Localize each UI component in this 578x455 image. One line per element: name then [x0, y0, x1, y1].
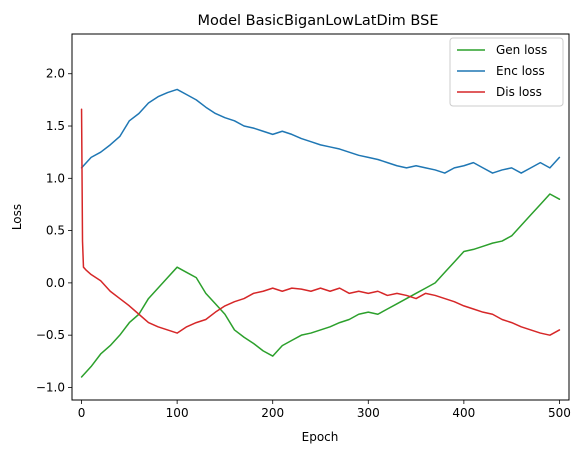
x-tick-label: 400: [452, 406, 475, 420]
y-tick-label: 0.0: [46, 276, 65, 290]
series-line-dis-loss: [80, 108, 561, 336]
series-layer: [80, 88, 561, 378]
chart-title: Model BasicBiganLowLatDim BSE: [198, 13, 439, 29]
legend-box: [449, 37, 564, 107]
y-axis: −1.0 −0.5 0.0 0.5 1.0 1.5 2.0: [36, 67, 72, 394]
legend-label: Gen loss: [496, 43, 547, 57]
legend: Gen loss Enc loss Dis loss: [449, 37, 564, 107]
x-tick-label: 0: [78, 406, 86, 420]
series-line-enc-loss: [80, 88, 561, 174]
legend-label: Dis loss: [496, 85, 542, 99]
y-tick-label: 0.5: [46, 224, 65, 238]
y-axis-title: Loss: [10, 204, 24, 230]
x-tick-label: 100: [166, 406, 189, 420]
y-tick-label: −0.5: [36, 328, 65, 342]
x-axis: 0 100 200 300 400 500: [78, 400, 571, 420]
series-line-gen-loss: [80, 193, 561, 378]
y-tick-label: 2.0: [46, 67, 65, 81]
y-tick-label: −1.0: [36, 380, 65, 394]
legend-label: Enc loss: [496, 64, 545, 78]
x-tick-label: 200: [261, 406, 284, 420]
y-tick-label: 1.0: [46, 171, 65, 185]
plot-frame: [71, 33, 570, 401]
x-tick-label: 300: [357, 406, 380, 420]
y-tick-label: 1.5: [46, 119, 65, 133]
x-tick-label: 500: [548, 406, 571, 420]
x-axis-title: Epoch: [302, 430, 339, 444]
